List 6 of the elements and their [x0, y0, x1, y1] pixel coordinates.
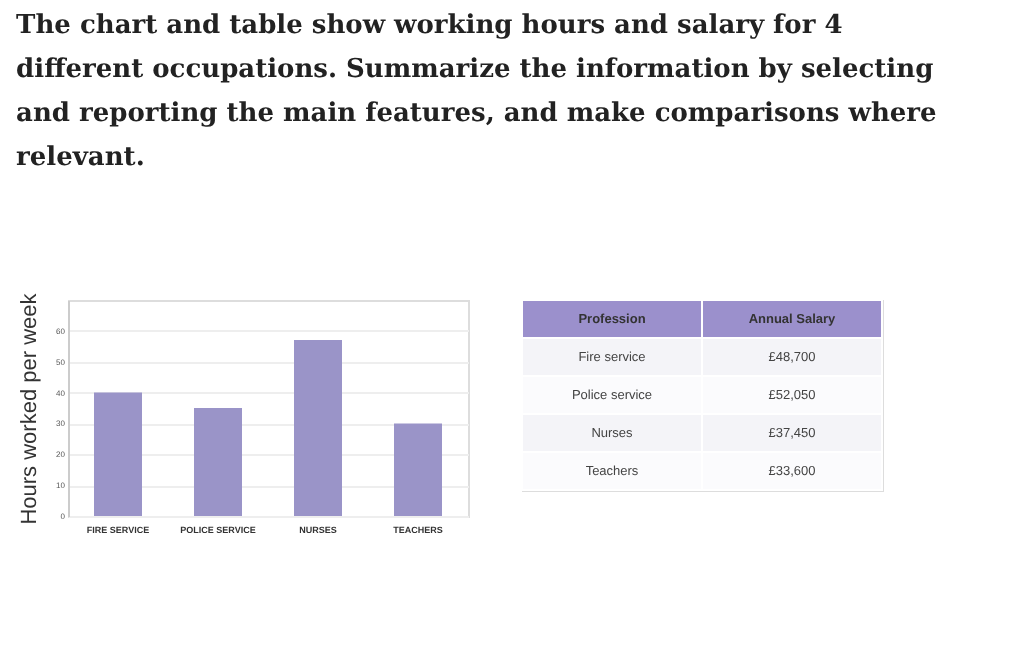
bar — [194, 408, 242, 516]
bar — [294, 340, 342, 516]
y-axis-title: Hours worked per week — [18, 292, 43, 525]
bar — [94, 392, 142, 516]
chart-title: The chart and table show working hours and salary for 4 different occupations. Summarize the information by selecting and reporting the main features, and make comparisons where relevant. — [16, 11, 937, 174]
bar — [394, 423, 442, 516]
